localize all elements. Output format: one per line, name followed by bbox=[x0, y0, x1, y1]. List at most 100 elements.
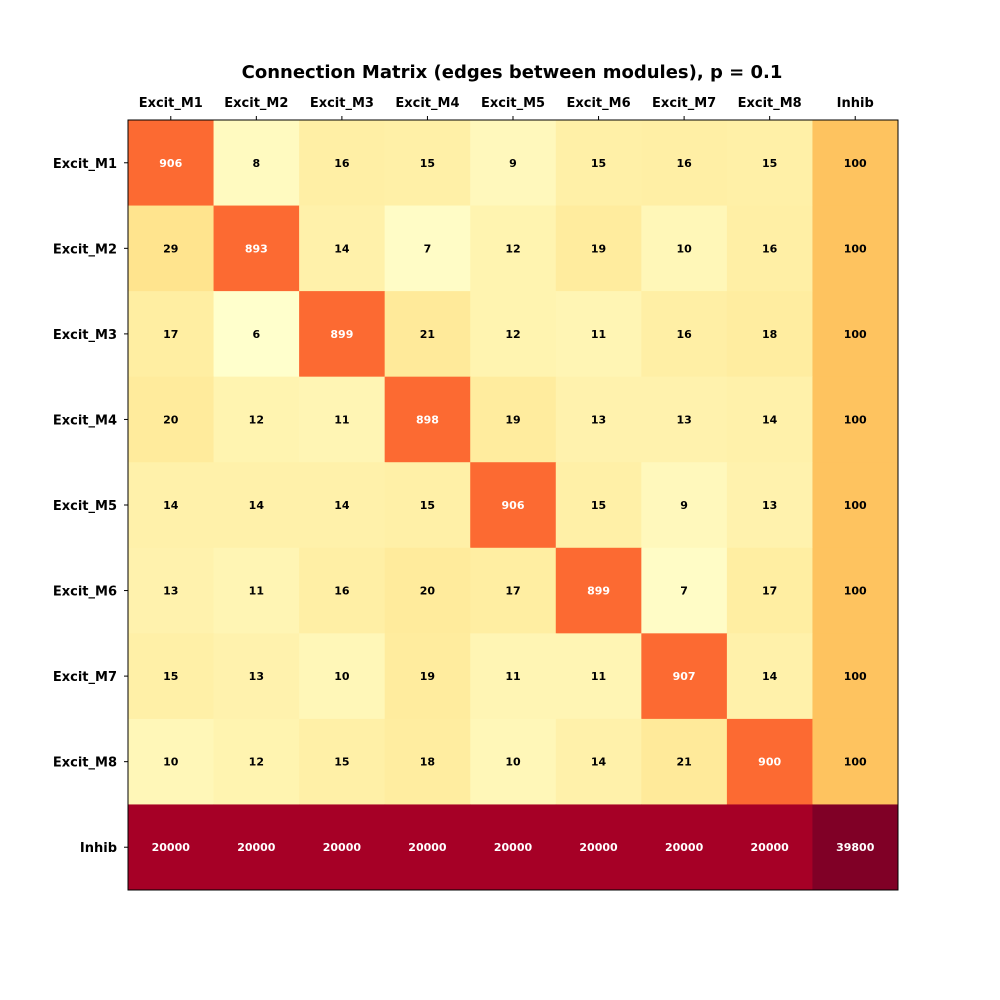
cell-value-label: 15 bbox=[420, 157, 435, 170]
heatmap-cell bbox=[555, 633, 642, 720]
cell-value-label: 899 bbox=[587, 585, 610, 598]
y-tick-label: Excit_M8 bbox=[53, 756, 117, 771]
cell-value-label: 16 bbox=[676, 157, 692, 170]
heatmap-cell bbox=[213, 633, 300, 720]
cell-value-label: 16 bbox=[334, 157, 350, 170]
cell-value-label: 15 bbox=[591, 157, 606, 170]
heatmap-cell bbox=[641, 205, 728, 292]
plot-frame bbox=[127, 119, 899, 891]
cell-value-label: 19 bbox=[420, 670, 435, 683]
x-tick-label: Excit_M7 bbox=[652, 96, 716, 111]
heatmap-cell bbox=[384, 205, 471, 292]
cell-value-label: 11 bbox=[505, 670, 520, 683]
cell-value-label: 15 bbox=[762, 157, 777, 170]
heatmap-cell bbox=[470, 462, 557, 549]
heatmap-cell bbox=[726, 547, 813, 634]
heatmap-cell bbox=[641, 376, 728, 463]
heatmap-cell bbox=[812, 462, 899, 549]
x-tick-label: Inhib bbox=[837, 96, 874, 111]
heatmap-cell bbox=[299, 804, 386, 891]
cell-value-label: 20000 bbox=[494, 841, 533, 854]
cell-value-label: 20000 bbox=[323, 841, 362, 854]
heatmap-cell bbox=[812, 205, 899, 292]
heatmap-cell bbox=[470, 120, 557, 207]
heatmap-cell bbox=[299, 291, 386, 378]
cell-value-label: 906 bbox=[502, 499, 525, 512]
x-tick-label: Excit_M3 bbox=[310, 96, 374, 111]
cell-value-label: 6 bbox=[253, 328, 261, 341]
cell-value-label: 900 bbox=[758, 756, 781, 769]
cell-value-label: 14 bbox=[762, 413, 778, 426]
cell-value-label: 100 bbox=[844, 585, 867, 598]
heatmap-cell bbox=[812, 718, 899, 805]
cell-value-label: 14 bbox=[334, 499, 350, 512]
cell-value-label: 21 bbox=[676, 756, 691, 769]
cell-value-label: 19 bbox=[505, 413, 520, 426]
heatmap-cell bbox=[213, 718, 300, 805]
heatmap-cell bbox=[128, 804, 215, 891]
cell-value-label: 100 bbox=[844, 413, 867, 426]
cell-value-label: 29 bbox=[163, 242, 178, 255]
heatmap-cell bbox=[384, 376, 471, 463]
x-tick-label: Excit_M5 bbox=[481, 96, 545, 111]
cell-value-label: 20000 bbox=[152, 841, 191, 854]
cell-value-label: 11 bbox=[334, 413, 349, 426]
cell-value-label: 893 bbox=[245, 242, 268, 255]
heatmap-cell bbox=[213, 120, 300, 207]
cell-value-label: 39800 bbox=[836, 841, 875, 854]
cell-value-label: 9 bbox=[680, 499, 688, 512]
cell-value-label: 16 bbox=[334, 585, 350, 598]
heatmap-cell bbox=[555, 462, 642, 549]
cell-value-label: 11 bbox=[249, 585, 264, 598]
heatmap-cell bbox=[384, 462, 471, 549]
cell-value-label: 11 bbox=[591, 328, 606, 341]
cell-value-label: 15 bbox=[420, 499, 435, 512]
y-axis-ticks: Excit_M1 Excit_M2 Excit_M3 Excit_M4 Excit_M5… bbox=[53, 157, 128, 856]
heatmap-cell bbox=[726, 804, 813, 891]
cell-value-label: 13 bbox=[591, 413, 606, 426]
heatmap-cell bbox=[641, 633, 728, 720]
heatmap-cell bbox=[128, 376, 215, 463]
heatmap-cell bbox=[470, 718, 557, 805]
heatmap-cell bbox=[384, 718, 471, 805]
heatmap-cell bbox=[470, 633, 557, 720]
cell-value-label: 20000 bbox=[665, 841, 704, 854]
cell-value-label: 100 bbox=[844, 328, 867, 341]
y-tick-label: Excit_M5 bbox=[53, 499, 117, 514]
cell-value-label: 100 bbox=[844, 756, 867, 769]
cell-value-label: 16 bbox=[762, 242, 778, 255]
cell-value-label: 7 bbox=[680, 585, 688, 598]
cell-value-label: 100 bbox=[844, 499, 867, 512]
cell-value-label: 14 bbox=[163, 499, 179, 512]
heatmap-cell bbox=[641, 291, 728, 378]
cell-value-label: 100 bbox=[844, 157, 867, 170]
heatmap-cell bbox=[213, 462, 300, 549]
heatmap-cell bbox=[726, 205, 813, 292]
cell-value-label: 20000 bbox=[408, 841, 447, 854]
heatmap-cell bbox=[384, 804, 471, 891]
cell-value-label: 15 bbox=[334, 756, 349, 769]
heatmap-cell bbox=[812, 291, 899, 378]
heatmap-cell bbox=[128, 205, 215, 292]
cell-value-label: 13 bbox=[762, 499, 777, 512]
cell-value-label: 13 bbox=[163, 585, 178, 598]
y-tick-label: Excit_M4 bbox=[53, 413, 117, 428]
y-tick-label: Excit_M3 bbox=[53, 328, 117, 343]
x-tick-label: Excit_M6 bbox=[566, 96, 630, 111]
cell-value-label: 10 bbox=[334, 670, 350, 683]
heatmap-cell bbox=[299, 120, 386, 207]
heatmap-cell bbox=[726, 376, 813, 463]
heatmap-cell bbox=[384, 547, 471, 634]
x-axis-ticks: Excit_M1 Excit_M2 Excit_M3 Excit_M4 Excit_M5… bbox=[139, 96, 874, 120]
cell-value-label: 13 bbox=[249, 670, 264, 683]
heatmap-cell bbox=[470, 291, 557, 378]
heatmap-cell bbox=[470, 547, 557, 634]
cell-value-label: 8 bbox=[253, 157, 261, 170]
heatmap-cell bbox=[213, 547, 300, 634]
heatmap-cell bbox=[555, 291, 642, 378]
cell-value-label: 100 bbox=[844, 242, 867, 255]
heatmap-cells bbox=[128, 120, 899, 891]
cell-value-label: 20000 bbox=[751, 841, 790, 854]
cell-value-label: 20000 bbox=[237, 841, 276, 854]
